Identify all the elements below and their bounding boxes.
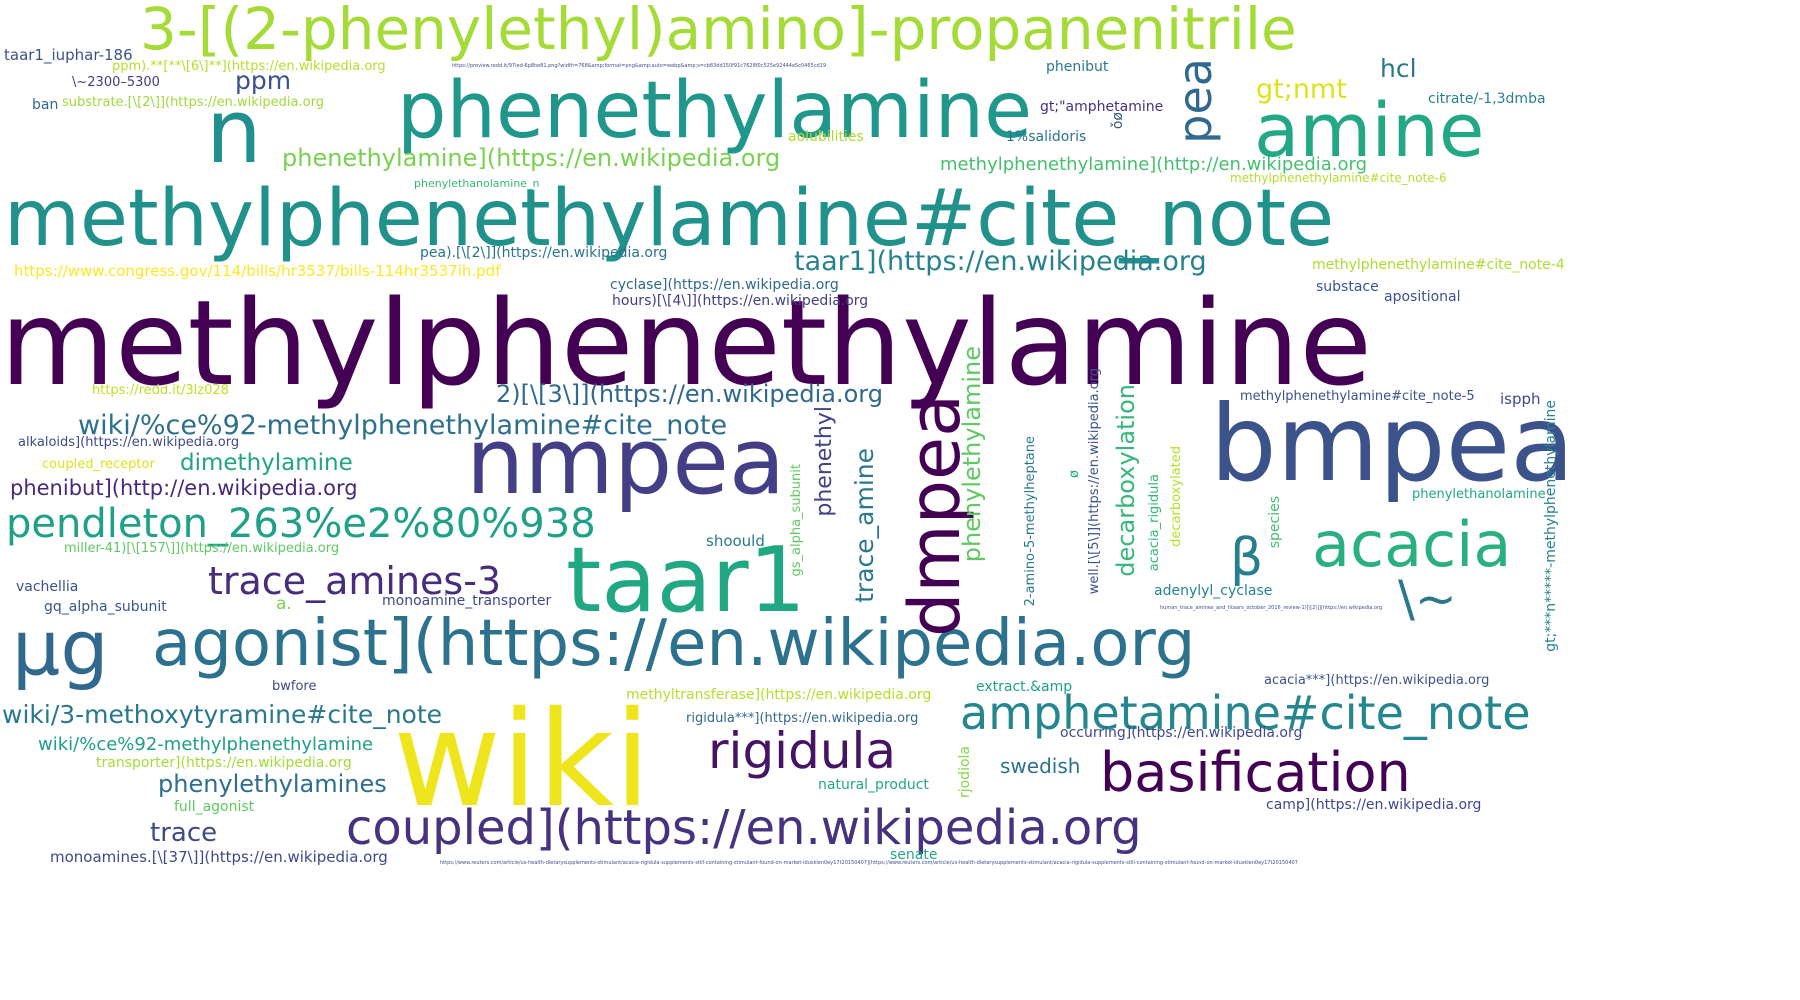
- word-cloud-word: amine: [1254, 88, 1485, 174]
- word-cloud-word: rjodiola: [957, 746, 973, 799]
- word-cloud-word: full_agonist: [174, 799, 255, 815]
- word-cloud-word: dimethylamine: [180, 450, 353, 476]
- word-cloud-word: ǒø: [1110, 112, 1126, 130]
- word-cloud-word: \~2300–5300: [72, 75, 160, 90]
- word-cloud-word: a.: [276, 594, 292, 614]
- word-cloud-word: 3-[(2-phenylethyl)amino]-propanenitrile: [140, 0, 1297, 63]
- word-cloud-word: trace_amines-3: [208, 559, 502, 603]
- word-cloud-word: gt;***n*****-methylphenethylamine: [1543, 400, 1559, 652]
- word-cloud-word: bwfore: [272, 679, 317, 694]
- word-cloud-word: acacia***](https://en.wikipedia.org: [1264, 673, 1490, 688]
- word-cloud-word: µg: [12, 603, 109, 692]
- word-cloud-word: hours)[\[4\]](https://en.wikipedia.org: [612, 293, 869, 309]
- word-cloud-word: phenylethylamines: [158, 770, 387, 798]
- word-cloud-word: n: [206, 80, 262, 183]
- word-cloud-word: amphetamine#cite_note: [960, 686, 1531, 740]
- word-cloud-word: β: [1230, 528, 1264, 588]
- word-cloud-word: decarboxylated: [1169, 446, 1184, 547]
- word-cloud-word: phenethyl: [812, 406, 837, 517]
- word-cloud-word: pendleton_263%e2%80%938: [6, 501, 596, 547]
- word-cloud-word: 2)[\[3\]](https://en.wikipedia.org: [496, 380, 883, 408]
- word-cloud-word: phenethylamine](https://en.wikipedia.org: [282, 144, 781, 172]
- word-cloud-word: rigidula***](https://en.wikipedia.org: [686, 711, 919, 726]
- word-cloud-word: pea: [1168, 58, 1222, 144]
- word-cloud-word: adenylyl_cyclase: [1154, 583, 1273, 599]
- word-cloud-word: bmpea: [1210, 383, 1575, 505]
- word-cloud-word: substace: [1316, 279, 1379, 295]
- word-cloud-word: gt;"amphetamine: [1040, 99, 1164, 115]
- word-cloud-word: alkaloids](https://en.wikipedia.org: [18, 435, 240, 450]
- word-cloud-word: taar1_iuphar-186: [4, 46, 133, 64]
- word-cloud-word: phenibut](http://en.wikipedia.org: [10, 476, 358, 500]
- word-cloud-word: monoamines.[\[37\]](https://en.wikipedia…: [50, 848, 388, 866]
- word-cloud-word: hcl: [1380, 54, 1417, 83]
- word-cloud-word: nmpea: [466, 408, 786, 515]
- word-cloud-word: substrate.[\[2\]](https://en.wikipedia.o…: [62, 95, 324, 110]
- word-cloud-word: methylphenethylamine](http://en.wikipedi…: [940, 154, 1368, 175]
- word-cloud-word: ppm: [235, 66, 292, 95]
- word-cloud-word: monoamine_transporter: [382, 593, 552, 609]
- word-cloud-word: ispph: [1500, 390, 1541, 408]
- word-cloud-word: methylphenethylamine#cite_note-6: [1230, 171, 1447, 185]
- word-cloud-word: ppm).**[**\[6\]**](https://en.wikipedia.…: [112, 59, 386, 74]
- word-cloud-word: https://preview.redd.it/97ied-6p8tw81.pn…: [452, 63, 827, 69]
- word-cloud-word: methyltransferase](https://en.wikipedia.…: [626, 687, 932, 703]
- word-cloud-word: https://redd.it/3lz028: [92, 383, 229, 398]
- word-cloud-word: taar1](https://en.wikipedia.org: [794, 246, 1207, 277]
- word-cloud-word: phenylethanolamine_n: [414, 177, 540, 190]
- word-cloud-word: occurring](https://en.wikipedia.org: [1060, 725, 1303, 741]
- word-cloud-word: phenibut: [1046, 59, 1109, 75]
- word-cloud-word: species: [1267, 496, 1283, 549]
- word-cloud-word: vachellia: [16, 579, 79, 595]
- word-cloud-word: extract.&amp: [976, 679, 1073, 695]
- word-cloud-word: decarboxylation: [1112, 384, 1140, 577]
- word-cloud-word: gt;nmt: [1256, 74, 1347, 105]
- word-cloud-word: 2-amino-5-methylheptane: [1023, 436, 1038, 607]
- word-cloud-word: https://www.congress.gov/114/bills/hr353…: [14, 262, 501, 280]
- word-cloud-word: coupled_receptor: [42, 457, 155, 472]
- word-cloud-word: https://www.reuters.com/article/us-healt…: [440, 860, 1298, 866]
- word-cloud-word: methylphenethylamine: [0, 274, 1372, 412]
- word-cloud-word: rigidula: [708, 722, 897, 780]
- word-cloud-word: gs_alpha_subunit: [789, 464, 804, 577]
- word-cloud-word: apositional: [1384, 289, 1461, 305]
- word-cloud-word: trace_amine: [850, 448, 879, 603]
- word-cloud-word: methylphenethylamine#cite_note-5: [1240, 389, 1475, 404]
- word-cloud-word: human_trace_amines_and_htaars_october_20…: [1160, 605, 1383, 611]
- word-cloud-word: 1%salidoris: [1006, 129, 1087, 145]
- word-cloud-word: aolubilities: [788, 129, 864, 145]
- word-cloud-word: methylphenethylamine#cite_note-4: [1312, 257, 1565, 273]
- word-cloud-word: natural_product: [818, 777, 929, 793]
- word-cloud-word: phenylethylamine: [958, 346, 986, 563]
- word-cloud-word: methylphenethylamine#cite_note: [4, 174, 1335, 264]
- word-cloud-word: wiki/3-methoxytyramine#cite_note: [2, 700, 443, 729]
- word-cloud-word: cyclase](https://en.wikipedia.org: [610, 277, 839, 293]
- word-cloud-word: ø: [1067, 470, 1082, 478]
- word-cloud-word: taar1: [566, 528, 806, 633]
- word-cloud-word: pea).[\[2\]](https://en.wikipedia.org: [420, 245, 668, 261]
- word-cloud-word: basification: [1100, 741, 1411, 804]
- word-cloud-word: acacia_rigidula: [1147, 474, 1162, 572]
- word-cloud-word: acacia: [1312, 508, 1512, 581]
- word-cloud-word: well.[\[5\]](https://en.wikipedia.org: [1087, 368, 1102, 595]
- word-cloud-word: miller-41)[\[157\]](https://en.wikipedia…: [64, 541, 340, 556]
- word-cloud-word: trace: [150, 818, 218, 848]
- word-cloud-word: phenethylamine: [397, 66, 1033, 156]
- word-cloud-word: swedish: [1000, 754, 1081, 778]
- word-cloud-word: wiki: [393, 683, 651, 837]
- word-cloud-word: \~: [1398, 570, 1457, 628]
- word-cloud-word: wiki/%ce%92-methylphenethylamine#cite_no…: [78, 410, 728, 441]
- word-cloud-word: gq_alpha_subunit: [44, 599, 167, 615]
- word-cloud-word: coupled](https://en.wikipedia.org: [346, 800, 1142, 856]
- word-cloud-word: senate: [890, 847, 938, 863]
- word-cloud-word: citrate/-1,3dmba: [1428, 91, 1546, 107]
- word-cloud-word: transporter](https://en.wikipedia.org: [96, 755, 352, 771]
- word-cloud-word: phenylethanolamine: [1412, 487, 1546, 502]
- word-cloud-word: ban: [32, 97, 59, 113]
- word-cloud-word: wiki/%ce%92-methylphenethylamine: [38, 734, 374, 755]
- word-cloud-word: camp](https://en.wikipedia.org: [1266, 797, 1482, 813]
- word-cloud-word: agonist](https://en.wikipedia.org: [152, 607, 1196, 681]
- word-cloud-word: shoould: [706, 532, 765, 550]
